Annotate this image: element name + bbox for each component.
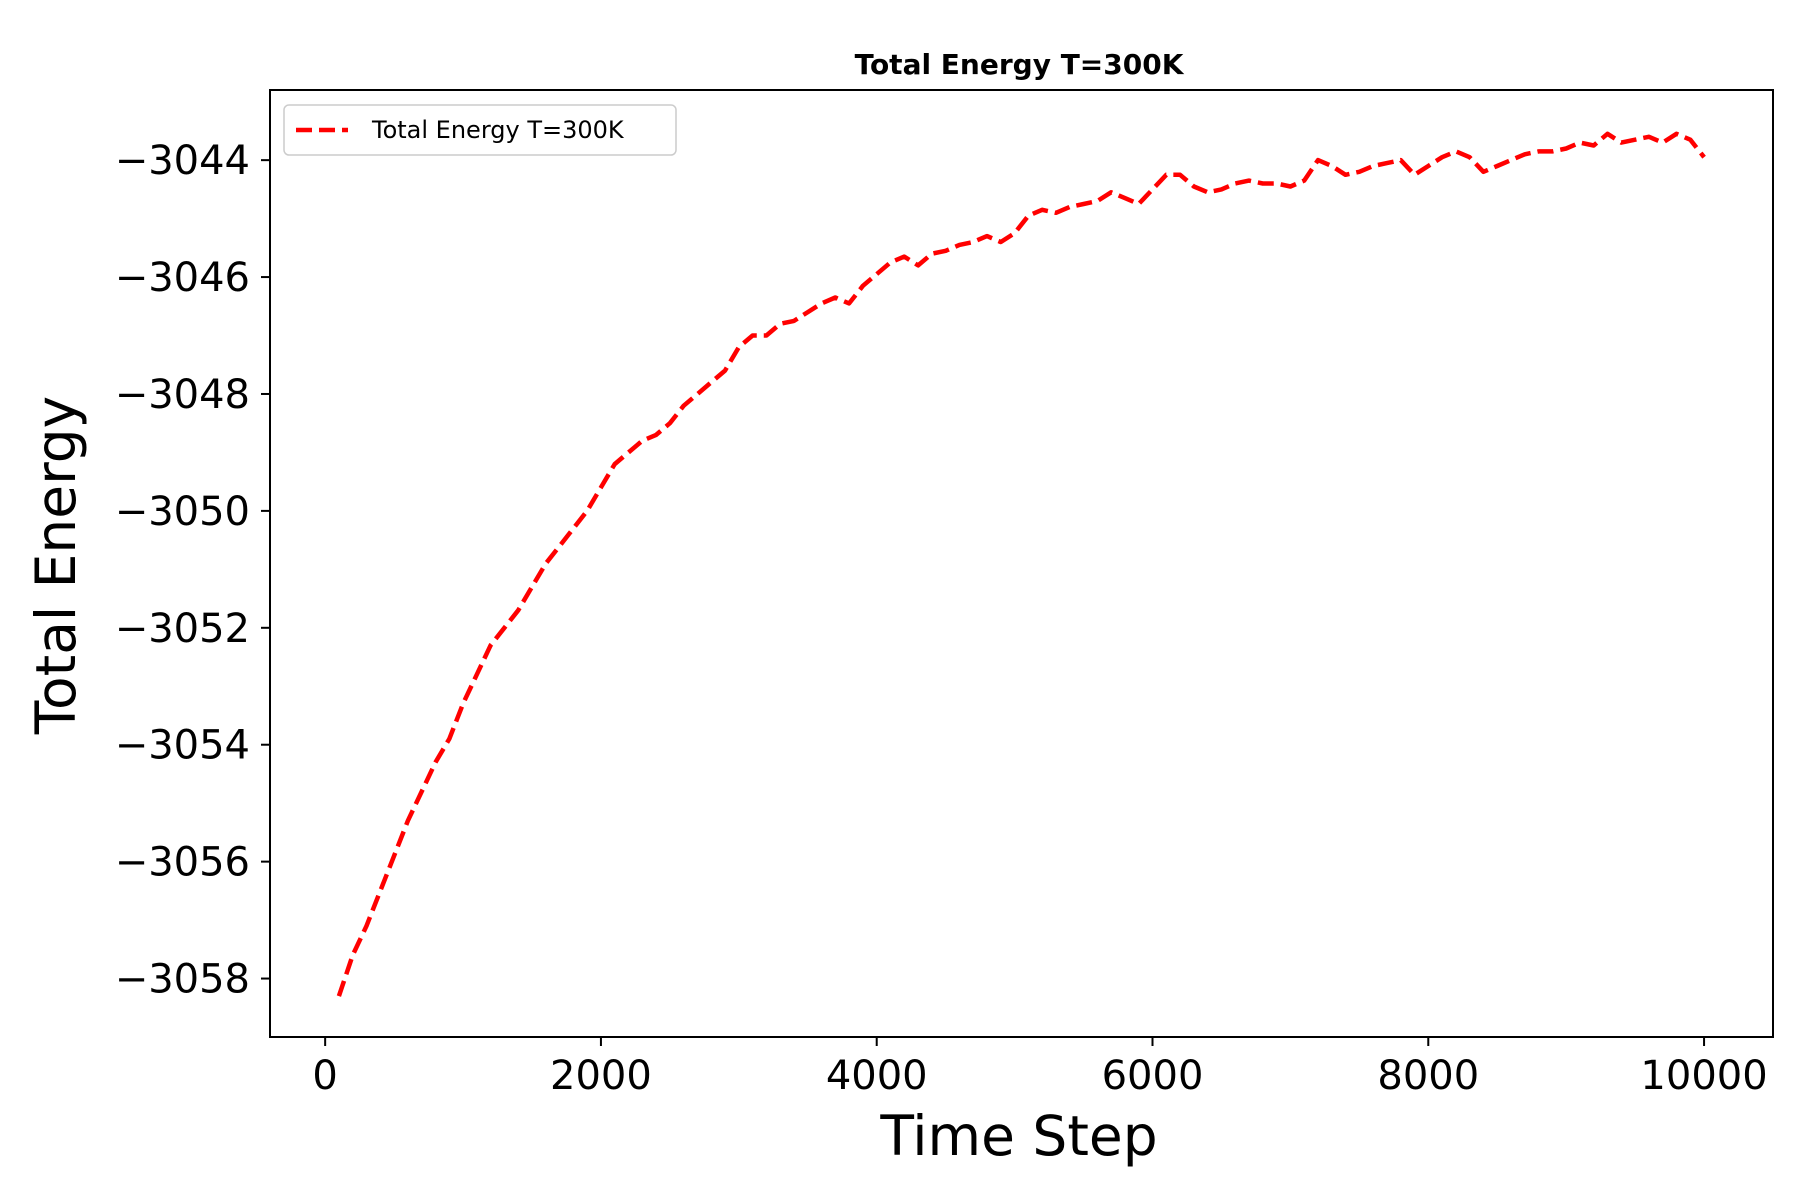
x-tick-label: 0 (312, 1053, 337, 1099)
y-tick-label: −3054 (115, 723, 250, 769)
legend[interactable]: Total Energy T=300K (283, 104, 677, 156)
series-line (336, 131, 1706, 997)
plot-area (336, 131, 1706, 997)
y-tick-label: −3052 (115, 606, 250, 652)
chart-title: Total Energy T=300K (855, 48, 1185, 81)
y-tick-label: −3058 (115, 957, 250, 1003)
x-tick-label: 2000 (550, 1053, 652, 1099)
legend-box (283, 104, 677, 156)
x-tick-label: 4000 (826, 1053, 928, 1099)
legend-label: Total Energy T=300K (371, 116, 625, 144)
x-axis-label: Time Step (879, 1104, 1157, 1168)
y-tick-label: −3048 (115, 372, 250, 418)
y-tick-label: −3044 (115, 138, 250, 184)
x-tick-label: 8000 (1377, 1053, 1479, 1099)
y-axis-label: Total Energy (24, 396, 88, 736)
y-tick-label: −3046 (115, 255, 250, 301)
x-axis: 0 2000 4000 6000 8000 10000 (312, 1037, 1768, 1099)
y-tick-label: −3050 (115, 489, 250, 535)
y-tick-label: −3056 (115, 840, 250, 886)
y-axis: −3058 −3056 −3054 −3052 −3050 −3048 −3046 −3044 (115, 138, 270, 1003)
x-tick-label: 10000 (1640, 1053, 1767, 1099)
x-tick-label: 6000 (1102, 1053, 1204, 1099)
plot-frame (269, 89, 1774, 1038)
